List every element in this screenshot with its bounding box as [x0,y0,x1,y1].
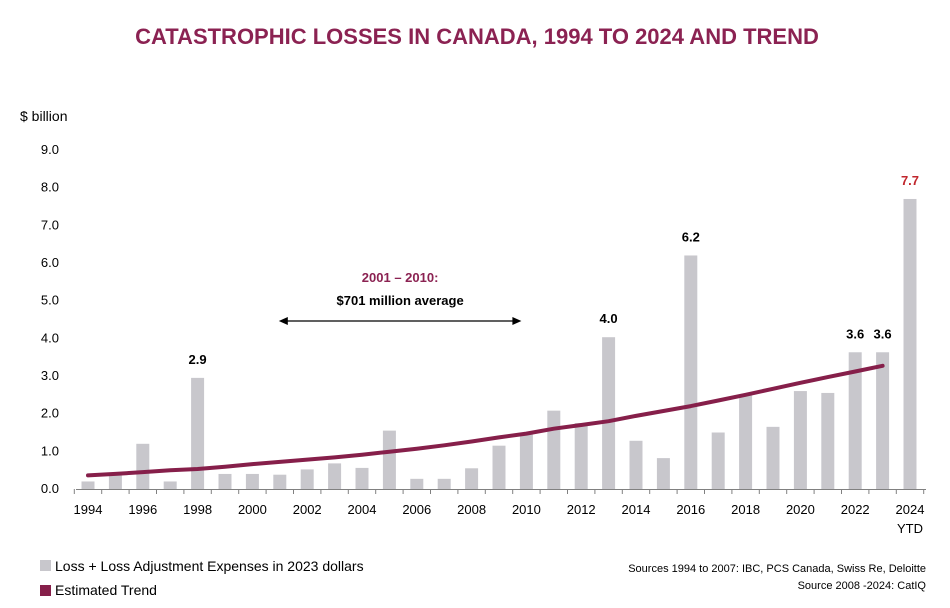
x-tick-label: 2000 [238,502,267,517]
legend-label-trend: Estimated Trend [55,582,157,598]
bar-2019 [766,426,780,489]
bar-2008 [465,468,479,489]
bar-2003 [328,463,342,489]
bar-1999 [218,473,232,489]
data-label-2024: 7.7 [901,173,919,188]
bar-2006 [410,478,424,489]
x-tick-label: 2006 [402,502,431,517]
y-tick-label: 0.0 [41,481,59,496]
bar-2013 [602,337,616,489]
bar-2023 [876,352,890,489]
bar-2015 [656,458,670,489]
x-tick-label: 2012 [567,502,596,517]
sources: Sources 1994 to 2007: IBC, PCS Canada, S… [628,563,926,592]
bar-2021 [821,392,835,489]
bar-2014 [629,440,643,489]
source-line-2: Source 2008 -2024: CatIQ [798,580,927,592]
x-tick-label: 2004 [348,502,377,517]
bar-2010 [519,432,533,489]
bar-2017 [711,432,725,489]
x-axis-ticks: 1994 1996 1998 2000 2002 2004 2006 2008 2010 2012… [74,489,925,536]
y-tick-label: 1.0 [41,443,59,458]
chart-title: CATASTROPHIC LOSSES IN CANADA, 1994 TO 2… [135,24,819,49]
annotation-arrowhead-left [278,317,288,325]
y-tick-label: 3.0 [41,368,59,383]
x-tick-label: 1998 [183,502,212,517]
data-label-2016: 6.2 [682,229,700,244]
legend: Loss + Loss Adjustment Expenses in 2023 … [40,558,364,598]
y-tick-label: 6.0 [41,255,59,270]
x-tick-label: 1996 [128,502,157,517]
bar-2022 [848,352,862,489]
x-tick-label: 2018 [731,502,760,517]
bar-2007 [437,478,451,489]
bar-2002 [300,469,314,489]
y-tick-label: 5.0 [41,293,59,308]
y-tick-label: 4.0 [41,330,59,345]
x-tick-label: 2008 [457,502,486,517]
legend-label-losses: Loss + Loss Adjustment Expenses in 2023 … [55,558,364,574]
bar-2024 [903,198,917,489]
x-tick-label: 2022 [841,502,870,517]
annotation: 2001 – 2010: $701 million average [278,270,522,325]
bar-2009 [492,445,506,489]
data-label-2023: 3.6 [874,326,892,341]
bar-2000 [245,473,259,489]
x-tick-label: 2016 [676,502,705,517]
data-labels: 2.9 4.0 6.2 3.6 3.6 7.7 [189,173,919,367]
bar-2004 [355,467,369,489]
legend-swatch-trend [40,585,51,596]
y-axis-label: $ billion [20,108,67,124]
trend-line [86,363,885,478]
x-tick-label: 2020 [786,502,815,517]
annotation-title: 2001 – 2010: [362,270,439,285]
data-label-2013: 4.0 [600,311,618,326]
bar-2001 [273,474,287,489]
bar-1997 [163,481,177,489]
y-tick-label: 2.0 [41,406,59,421]
bar-1996 [136,443,150,489]
bar-1998 [191,377,205,489]
bar-2016 [684,255,698,489]
x-tick-label: 2014 [622,502,651,517]
y-tick-label: 9.0 [41,142,59,157]
bars [81,198,917,489]
bar-2011 [547,410,561,489]
bar-2005 [382,430,396,489]
annotation-arrowhead-right [512,317,522,325]
annotation-text: $701 million average [337,293,464,308]
bar-2012 [574,423,588,489]
data-label-1998: 2.9 [189,352,207,367]
bar-1995 [108,473,122,489]
y-tick-label: 7.0 [41,217,59,232]
data-label-2022: 3.6 [846,326,864,341]
x-tick-label: 1994 [74,502,103,517]
bar-1994 [81,481,95,489]
legend-swatch-losses [40,560,51,571]
source-line-1: Sources 1994 to 2007: IBC, PCS Canada, S… [628,563,926,575]
bar-2018 [739,394,753,489]
trend-line-group [86,363,885,478]
y-axis-ticks: 0.0 1.0 2.0 3.0 4.0 5.0 6.0 7.0 8.0 9.0 [41,142,59,496]
x-tick-label: 2010 [512,502,541,517]
y-tick-label: 8.0 [41,180,59,195]
x-tick-sublabel: YTD [897,521,923,536]
x-tick-label: 2024 [896,502,925,517]
bar-2020 [793,391,807,489]
x-tick-label: 2002 [293,502,322,517]
